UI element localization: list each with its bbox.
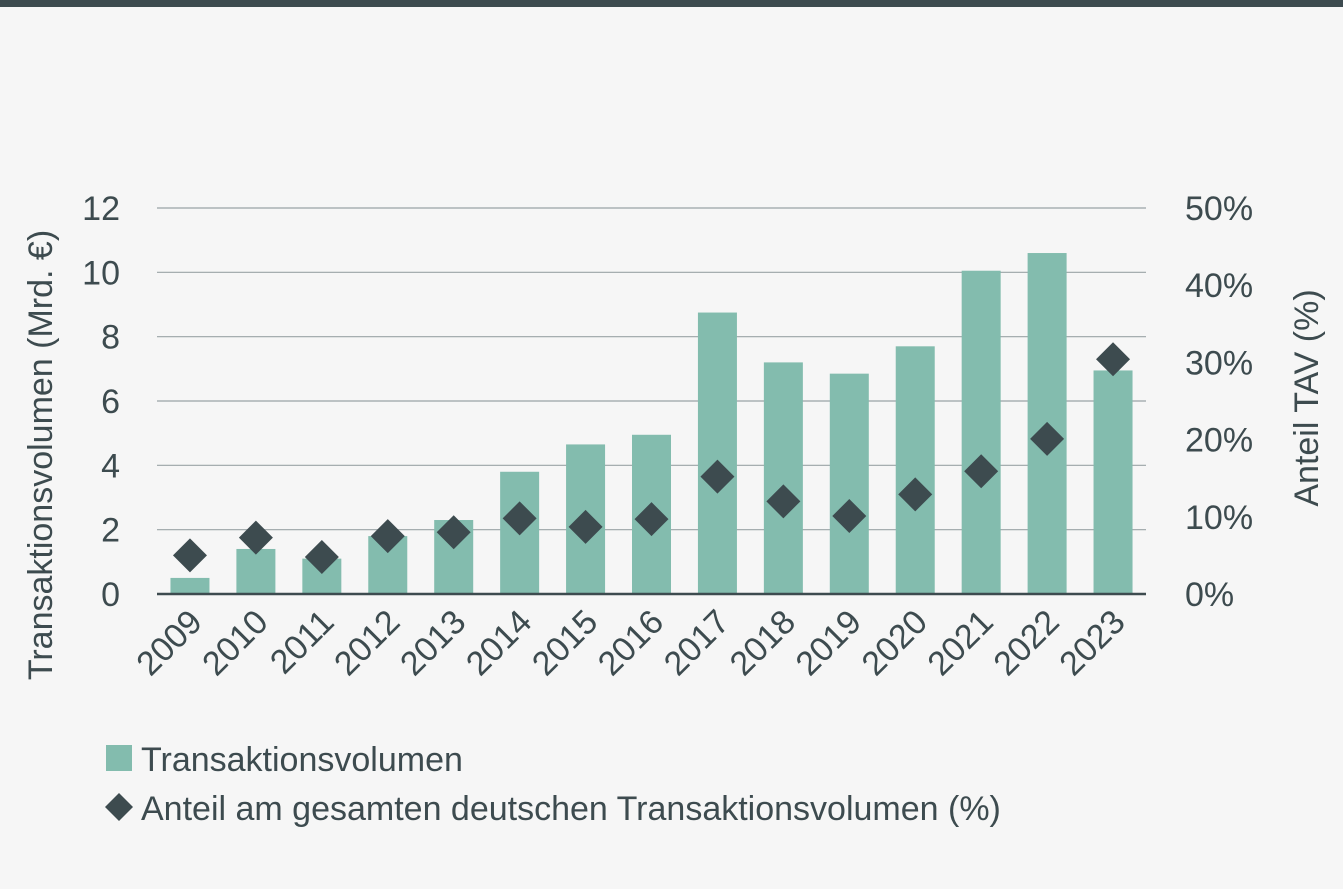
y-right-tick-label: 50%: [1185, 190, 1253, 228]
legend-marker-swatch: [105, 793, 133, 821]
marker-2023: [1096, 342, 1131, 377]
marker-2021: [964, 454, 999, 489]
y-left-tick-label: 4: [101, 447, 120, 485]
marker-2018: [766, 484, 801, 519]
marker-2015: [568, 509, 603, 544]
y-left-tick-label: 8: [101, 319, 120, 357]
y-left-axis-title: Transaktionsvolumen (Mrd. €): [22, 230, 60, 680]
y-left-tick-label: 12: [82, 190, 120, 228]
legend-label-anteil: Anteil am gesamten deutschen Transaktion…: [141, 790, 1001, 828]
y-left-tick-label: 6: [101, 383, 120, 421]
marker-2020: [898, 477, 933, 512]
marker-2014: [502, 501, 537, 536]
marker-2010: [238, 520, 273, 555]
bar-2018: [763, 362, 803, 594]
marker-2013: [436, 515, 471, 550]
marker-2009: [172, 538, 207, 573]
marker-2011: [304, 539, 339, 574]
bar-2020: [895, 346, 935, 594]
bar-2010: [236, 548, 276, 594]
y-right-axis-title: Anteil TAV (%): [1288, 289, 1326, 506]
legend: Transaktionsvolumen Anteil am gesamten d…: [105, 741, 1001, 828]
y-right-tick-label: 30%: [1185, 344, 1253, 382]
y-left-tick-label: 0: [101, 576, 120, 614]
marker-series: [172, 342, 1131, 574]
marker-2016: [634, 502, 669, 537]
bar-2021: [961, 270, 1001, 594]
marker-2022: [1030, 421, 1065, 456]
marker-2019: [832, 499, 867, 534]
legend-label-transaktionsvolumen: Transaktionsvolumen: [141, 741, 463, 779]
bar-2009: [170, 577, 210, 594]
y-right-tick-label: 40%: [1185, 267, 1253, 305]
marker-2012: [370, 519, 405, 554]
marker-2017: [700, 459, 735, 494]
y-right-tick-label: 20%: [1185, 422, 1253, 460]
left-axis-ticks: 0 2 4 6 8 10 12: [82, 190, 120, 614]
right-axis-ticks: 0% 10% 20% 30% 40% 50%: [1185, 190, 1253, 614]
bar-2017: [697, 312, 737, 594]
top-rule: [0, 0, 1343, 7]
bar-series: [170, 253, 1133, 595]
y-left-tick-label: 2: [101, 512, 120, 550]
bar-2023: [1093, 370, 1133, 594]
y-left-tick-label: 10: [82, 254, 120, 292]
bar-2019: [829, 373, 869, 594]
y-right-tick-label: 10%: [1185, 499, 1253, 537]
y-right-tick-label: 0%: [1185, 576, 1234, 614]
legend-bar-swatch: [106, 745, 132, 771]
